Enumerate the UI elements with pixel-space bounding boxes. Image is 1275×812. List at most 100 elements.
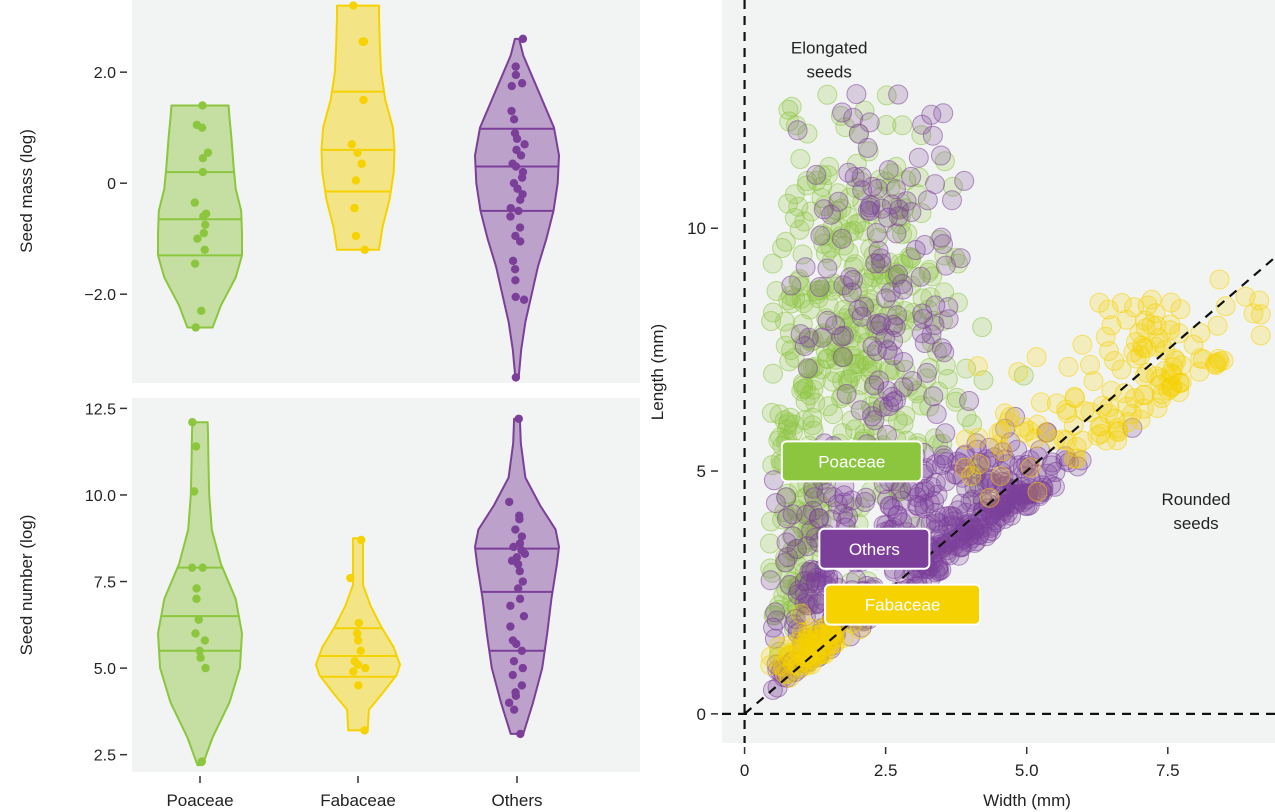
scatter-point-others	[888, 84, 909, 105]
scatter-point-poaceae	[781, 340, 802, 361]
x-tick-label: Poaceae	[166, 791, 233, 810]
scatter-point-poaceae	[775, 311, 795, 332]
scatter-point-others	[843, 107, 864, 128]
scatter-point-others	[931, 559, 952, 580]
scatter-point-fabaceae	[806, 637, 827, 658]
y-tick-label: 10	[687, 219, 706, 238]
scatter-point-fabaceae	[1058, 356, 1079, 377]
scatter-point-poaceae	[895, 359, 916, 380]
scatter-point-fabaceae	[1083, 371, 1104, 392]
scatter-point-others	[1041, 455, 1062, 476]
scatter-point-fabaceae	[1014, 417, 1034, 438]
scatter-point-others	[883, 498, 903, 519]
scatter-point-others	[914, 235, 935, 255]
scatter-point-others	[956, 478, 977, 499]
data-point-others	[517, 646, 527, 655]
scatter-point-others	[931, 338, 952, 359]
scatter-point-others	[944, 464, 965, 485]
data-point-others	[517, 681, 527, 690]
data-point-poaceae	[189, 487, 199, 496]
scatter-point-others	[911, 323, 932, 344]
data-point-others	[511, 691, 521, 701]
scatter-point-fabaceae	[995, 403, 1015, 424]
data-point-others	[516, 729, 525, 739]
y-tick-label: 2.0	[94, 65, 116, 82]
scatter-point-others	[841, 282, 862, 303]
scatter-point-poaceae	[819, 156, 840, 177]
seed-shape-axes: 0 2.5 5.0 7.5 0 5 10	[687, 219, 1180, 780]
scatter-point-others	[959, 391, 980, 411]
scatter-point-others	[883, 330, 904, 351]
scatter-point-others	[862, 406, 883, 427]
data-point-poaceae	[187, 563, 197, 572]
scatter-point-poaceae	[972, 317, 993, 338]
scatter-point-others	[937, 540, 958, 561]
y-tick-label: 7.5	[94, 575, 116, 592]
data-point-others	[515, 539, 525, 548]
data-point-others	[513, 560, 523, 569]
scatter-point-poaceae	[825, 363, 846, 383]
scatter-point-others	[901, 166, 922, 187]
scatter-point-others	[882, 386, 903, 407]
scatter-point-others	[816, 483, 837, 504]
scatter-point-others	[866, 223, 887, 243]
family-label-poaceae: Poaceae	[818, 452, 885, 471]
scatter-point-others	[868, 240, 889, 261]
data-point-others	[515, 223, 525, 232]
scatter-point-fabaceae	[1204, 353, 1225, 374]
scatter-point-fabaceae	[1129, 323, 1150, 344]
scatter-point-fabaceae	[1107, 418, 1128, 439]
scatter-point-others	[821, 204, 842, 225]
scatter-point-poaceae	[876, 115, 897, 135]
data-point-fabaceae	[359, 95, 368, 105]
data-point-fabaceae	[353, 660, 363, 669]
data-point-fabaceae	[346, 573, 355, 583]
scatter-point-others	[834, 485, 855, 506]
scatter-point-others	[866, 314, 887, 335]
data-point-others	[519, 611, 529, 621]
data-point-others	[506, 601, 515, 610]
scatter-point-fabaceae	[1133, 338, 1154, 359]
scatter-point-others	[776, 508, 797, 529]
scatter-point-fabaceae	[1151, 388, 1172, 408]
scatter-point-others	[846, 84, 867, 105]
scatter-point-fabaceae	[1235, 286, 1256, 307]
data-point-others	[515, 515, 524, 524]
data-point-others	[506, 212, 515, 221]
data-point-poaceae	[194, 615, 203, 624]
scatter-point-others	[933, 234, 953, 255]
scatter-point-poaceae	[838, 242, 859, 263]
scatter-point-fabaceae	[1111, 359, 1132, 380]
scatter-point-poaceae	[773, 585, 794, 606]
data-point-fabaceae	[356, 646, 365, 655]
scatter-point-poaceae	[844, 354, 865, 375]
scatter-point-others	[935, 255, 956, 276]
scatter-point-others	[866, 340, 887, 361]
scatter-point-poaceae	[805, 392, 826, 413]
scatter-point-fabaceae	[1027, 481, 1048, 502]
scatter-point-others	[964, 477, 985, 498]
scatter-point-fabaceae	[990, 466, 1011, 487]
data-point-others	[520, 549, 530, 559]
scatter-point-fabaceae	[1171, 372, 1192, 393]
data-point-fabaceae	[360, 726, 369, 735]
scatter-point-others	[931, 145, 951, 166]
scatter-point-poaceae	[887, 410, 908, 431]
scatter-point-others	[786, 539, 807, 559]
scatter-point-others	[936, 471, 956, 492]
scatter-point-poaceae	[911, 125, 932, 146]
scatter-point-others	[831, 228, 852, 249]
scatter-point-others	[942, 190, 962, 211]
seed-number-panel: 2.55.07.510.012.5 Poaceae Fabaceae Others …	[17, 398, 640, 810]
scatter-point-fabaceae	[1072, 334, 1093, 355]
data-point-others	[508, 256, 518, 266]
scatter-point-others	[908, 147, 929, 168]
reference-line-diagonal	[743, 256, 1275, 715]
data-point-others	[517, 173, 527, 182]
scatter-point-others	[931, 227, 952, 248]
x-tick-label: Others	[491, 791, 542, 810]
scatter-point-poaceae	[854, 100, 875, 121]
seed-shape-points	[760, 84, 1271, 700]
scatter-point-fabaceae	[1170, 299, 1191, 320]
data-point-poaceae	[198, 101, 207, 110]
